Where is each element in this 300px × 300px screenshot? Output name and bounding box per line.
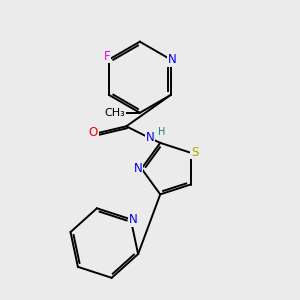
Text: S: S <box>191 146 198 158</box>
Text: F: F <box>104 50 111 63</box>
Text: N: N <box>146 131 154 144</box>
Text: CH₃: CH₃ <box>105 108 125 118</box>
Text: N: N <box>134 162 142 175</box>
Text: N: N <box>168 53 177 66</box>
Text: H: H <box>158 127 166 137</box>
Text: N: N <box>129 213 138 226</box>
Text: O: O <box>89 126 98 139</box>
